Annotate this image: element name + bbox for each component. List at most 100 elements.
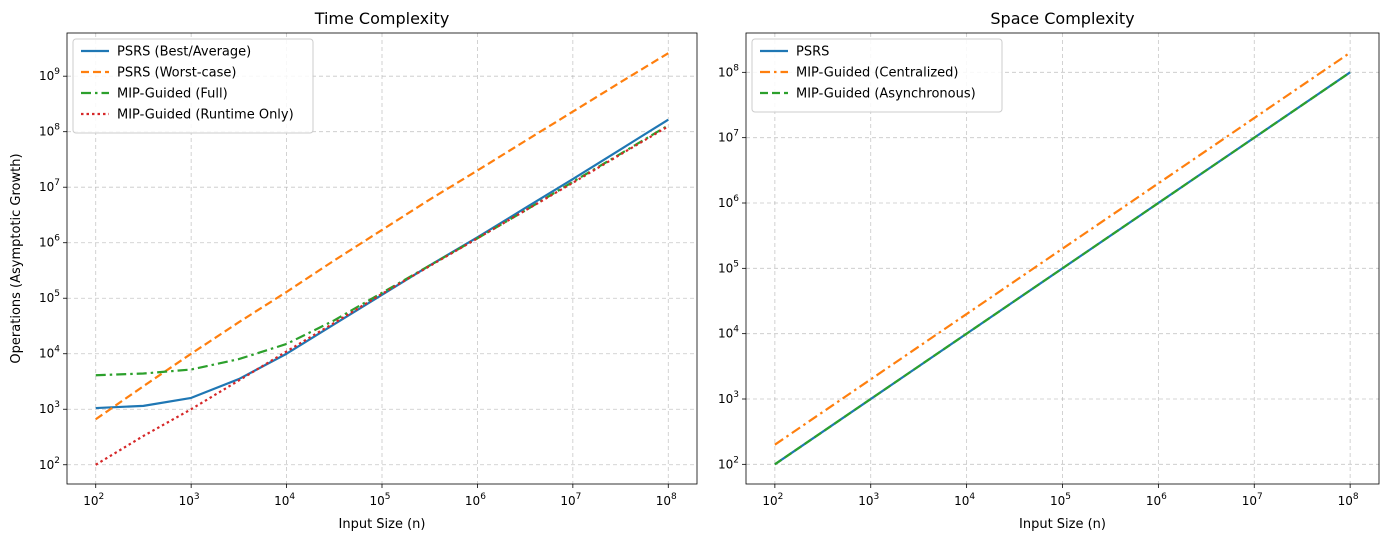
y-tick-base: 10 [39, 458, 54, 472]
y-tick-base: 10 [39, 236, 54, 250]
y-tick-base: 10 [718, 261, 733, 275]
legend-label: MIP-Guided (Asynchronous) [796, 87, 976, 102]
y-tick-base: 10 [39, 125, 54, 139]
y-tick-exponent: 2 [54, 456, 60, 466]
series-line-1 [95, 52, 669, 421]
y-tick-base: 10 [39, 291, 54, 305]
y-tick-label: 107 [39, 178, 60, 194]
x-tick-base: 10 [274, 494, 289, 508]
y-tick-base: 10 [718, 131, 733, 145]
y-tick-base: 10 [718, 457, 733, 471]
x-tick-exponent: 2 [778, 492, 784, 502]
x-tick-exponent: 6 [480, 492, 486, 502]
x-tick-base: 10 [560, 494, 575, 508]
chart-panel-1: 102 103 104 105 106 107 1081021031041051061071… [718, 9, 1380, 532]
y-tick-label: 106 [718, 194, 739, 210]
legend-label: PSRS (Best/Average) [117, 45, 251, 60]
y-tick-exponent: 9 [54, 67, 60, 77]
y-tick-exponent: 3 [733, 390, 739, 400]
x-tick-exponent: 4 [969, 492, 975, 502]
chart-panel-0: 102 103 104 105 106 107 1081021031041051061071… [9, 9, 698, 532]
y-tick-label: 109 [39, 67, 60, 83]
x-tick-base: 10 [954, 494, 969, 508]
x-tick-exponent: 4 [289, 492, 295, 502]
x-tick-exponent: 5 [385, 492, 391, 502]
legend-label: MIP-Guided (Runtime Only) [117, 108, 294, 123]
y-tick-label: 105 [718, 259, 739, 275]
legend-label: MIP-Guided (Centralized) [796, 66, 959, 81]
x-tick-exponent: 8 [671, 492, 677, 502]
y-tick-exponent: 8 [733, 63, 739, 73]
x-tick-base: 10 [179, 494, 194, 508]
series-line-2 [774, 71, 1351, 466]
y-tick-exponent: 5 [54, 289, 60, 299]
x-tick-label: 103 [858, 492, 879, 508]
x-tick-exponent: 6 [1161, 492, 1167, 502]
x-tick-base: 10 [858, 494, 873, 508]
x-tick-label: 102 [762, 492, 783, 508]
y-tick-base: 10 [718, 327, 733, 341]
y-tick-exponent: 6 [733, 194, 739, 204]
y-tick-label: 104 [39, 345, 60, 361]
x-tick-label: 108 [656, 492, 677, 508]
y-tick-exponent: 4 [54, 345, 60, 355]
y-tick-base: 10 [39, 69, 54, 83]
y-tick-base: 10 [39, 347, 54, 361]
y-tick-label: 103 [718, 390, 739, 406]
x-tick-label: 104 [274, 492, 295, 508]
series-line-1 [774, 51, 1351, 446]
y-tick-base: 10 [718, 392, 733, 406]
chart-title: Space Complexity [990, 9, 1134, 28]
series-line-2 [95, 124, 669, 377]
x-tick-label: 103 [179, 492, 200, 508]
x-tick-exponent: 8 [1353, 492, 1359, 502]
y-tick-base: 10 [718, 65, 733, 79]
y-tick-label: 105 [39, 289, 60, 305]
x-tick-base: 10 [656, 494, 671, 508]
legend-label: MIP-Guided (Full) [117, 87, 228, 102]
x-tick-label: 107 [1242, 492, 1263, 508]
x-tick-label: 105 [369, 492, 390, 508]
x-tick-label: 106 [1146, 492, 1167, 508]
y-tick-exponent: 8 [54, 123, 60, 133]
x-tick-base: 10 [1050, 494, 1065, 508]
x-tick-label: 102 [83, 492, 104, 508]
series-line-0 [95, 118, 669, 410]
x-tick-base: 10 [1146, 494, 1161, 508]
x-tick-exponent: 7 [1257, 492, 1263, 502]
x-tick-exponent: 7 [576, 492, 582, 502]
legend: PSRS (Best/Average) PSRS (Worst-case) MIP-… [72, 38, 314, 134]
y-tick-exponent: 6 [54, 234, 60, 244]
y-tick-base: 10 [39, 180, 54, 194]
y-tick-label: 108 [718, 63, 739, 79]
legend-label: PSRS (Worst-case) [117, 66, 237, 81]
y-tick-label: 106 [39, 234, 60, 250]
series-line-3 [95, 125, 669, 466]
legend-box [72, 38, 314, 134]
x-tick-exponent: 3 [874, 492, 880, 502]
y-tick-label: 103 [39, 400, 60, 416]
y-axis-label: Operations (Asymptotic Growth) [9, 153, 24, 363]
y-tick-exponent: 5 [733, 259, 739, 269]
y-tick-label: 107 [718, 129, 739, 145]
x-tick-exponent: 5 [1065, 492, 1071, 502]
legend-box [751, 38, 1003, 113]
y-tick-label: 102 [39, 456, 60, 472]
legend-label: PSRS [796, 45, 829, 60]
x-axis-label: Input Size (n) [1019, 517, 1106, 532]
y-tick-base: 10 [39, 402, 54, 416]
x-tick-label: 106 [465, 492, 486, 508]
legend: PSRS MIP-Guided (Centralized) MIP-Guided (… [751, 38, 1003, 113]
y-tick-exponent: 4 [733, 325, 739, 335]
x-axis-label: Input Size (n) [339, 517, 426, 532]
y-tick-label: 104 [718, 325, 739, 341]
y-tick-exponent: 7 [733, 129, 739, 139]
y-tick-label: 102 [718, 455, 739, 471]
x-tick-base: 10 [1242, 494, 1257, 508]
x-tick-base: 10 [83, 494, 98, 508]
y-tick-exponent: 7 [54, 178, 60, 188]
x-tick-exponent: 3 [194, 492, 200, 502]
x-tick-label: 108 [1338, 492, 1359, 508]
x-tick-label: 104 [954, 492, 975, 508]
x-tick-base: 10 [1338, 494, 1353, 508]
